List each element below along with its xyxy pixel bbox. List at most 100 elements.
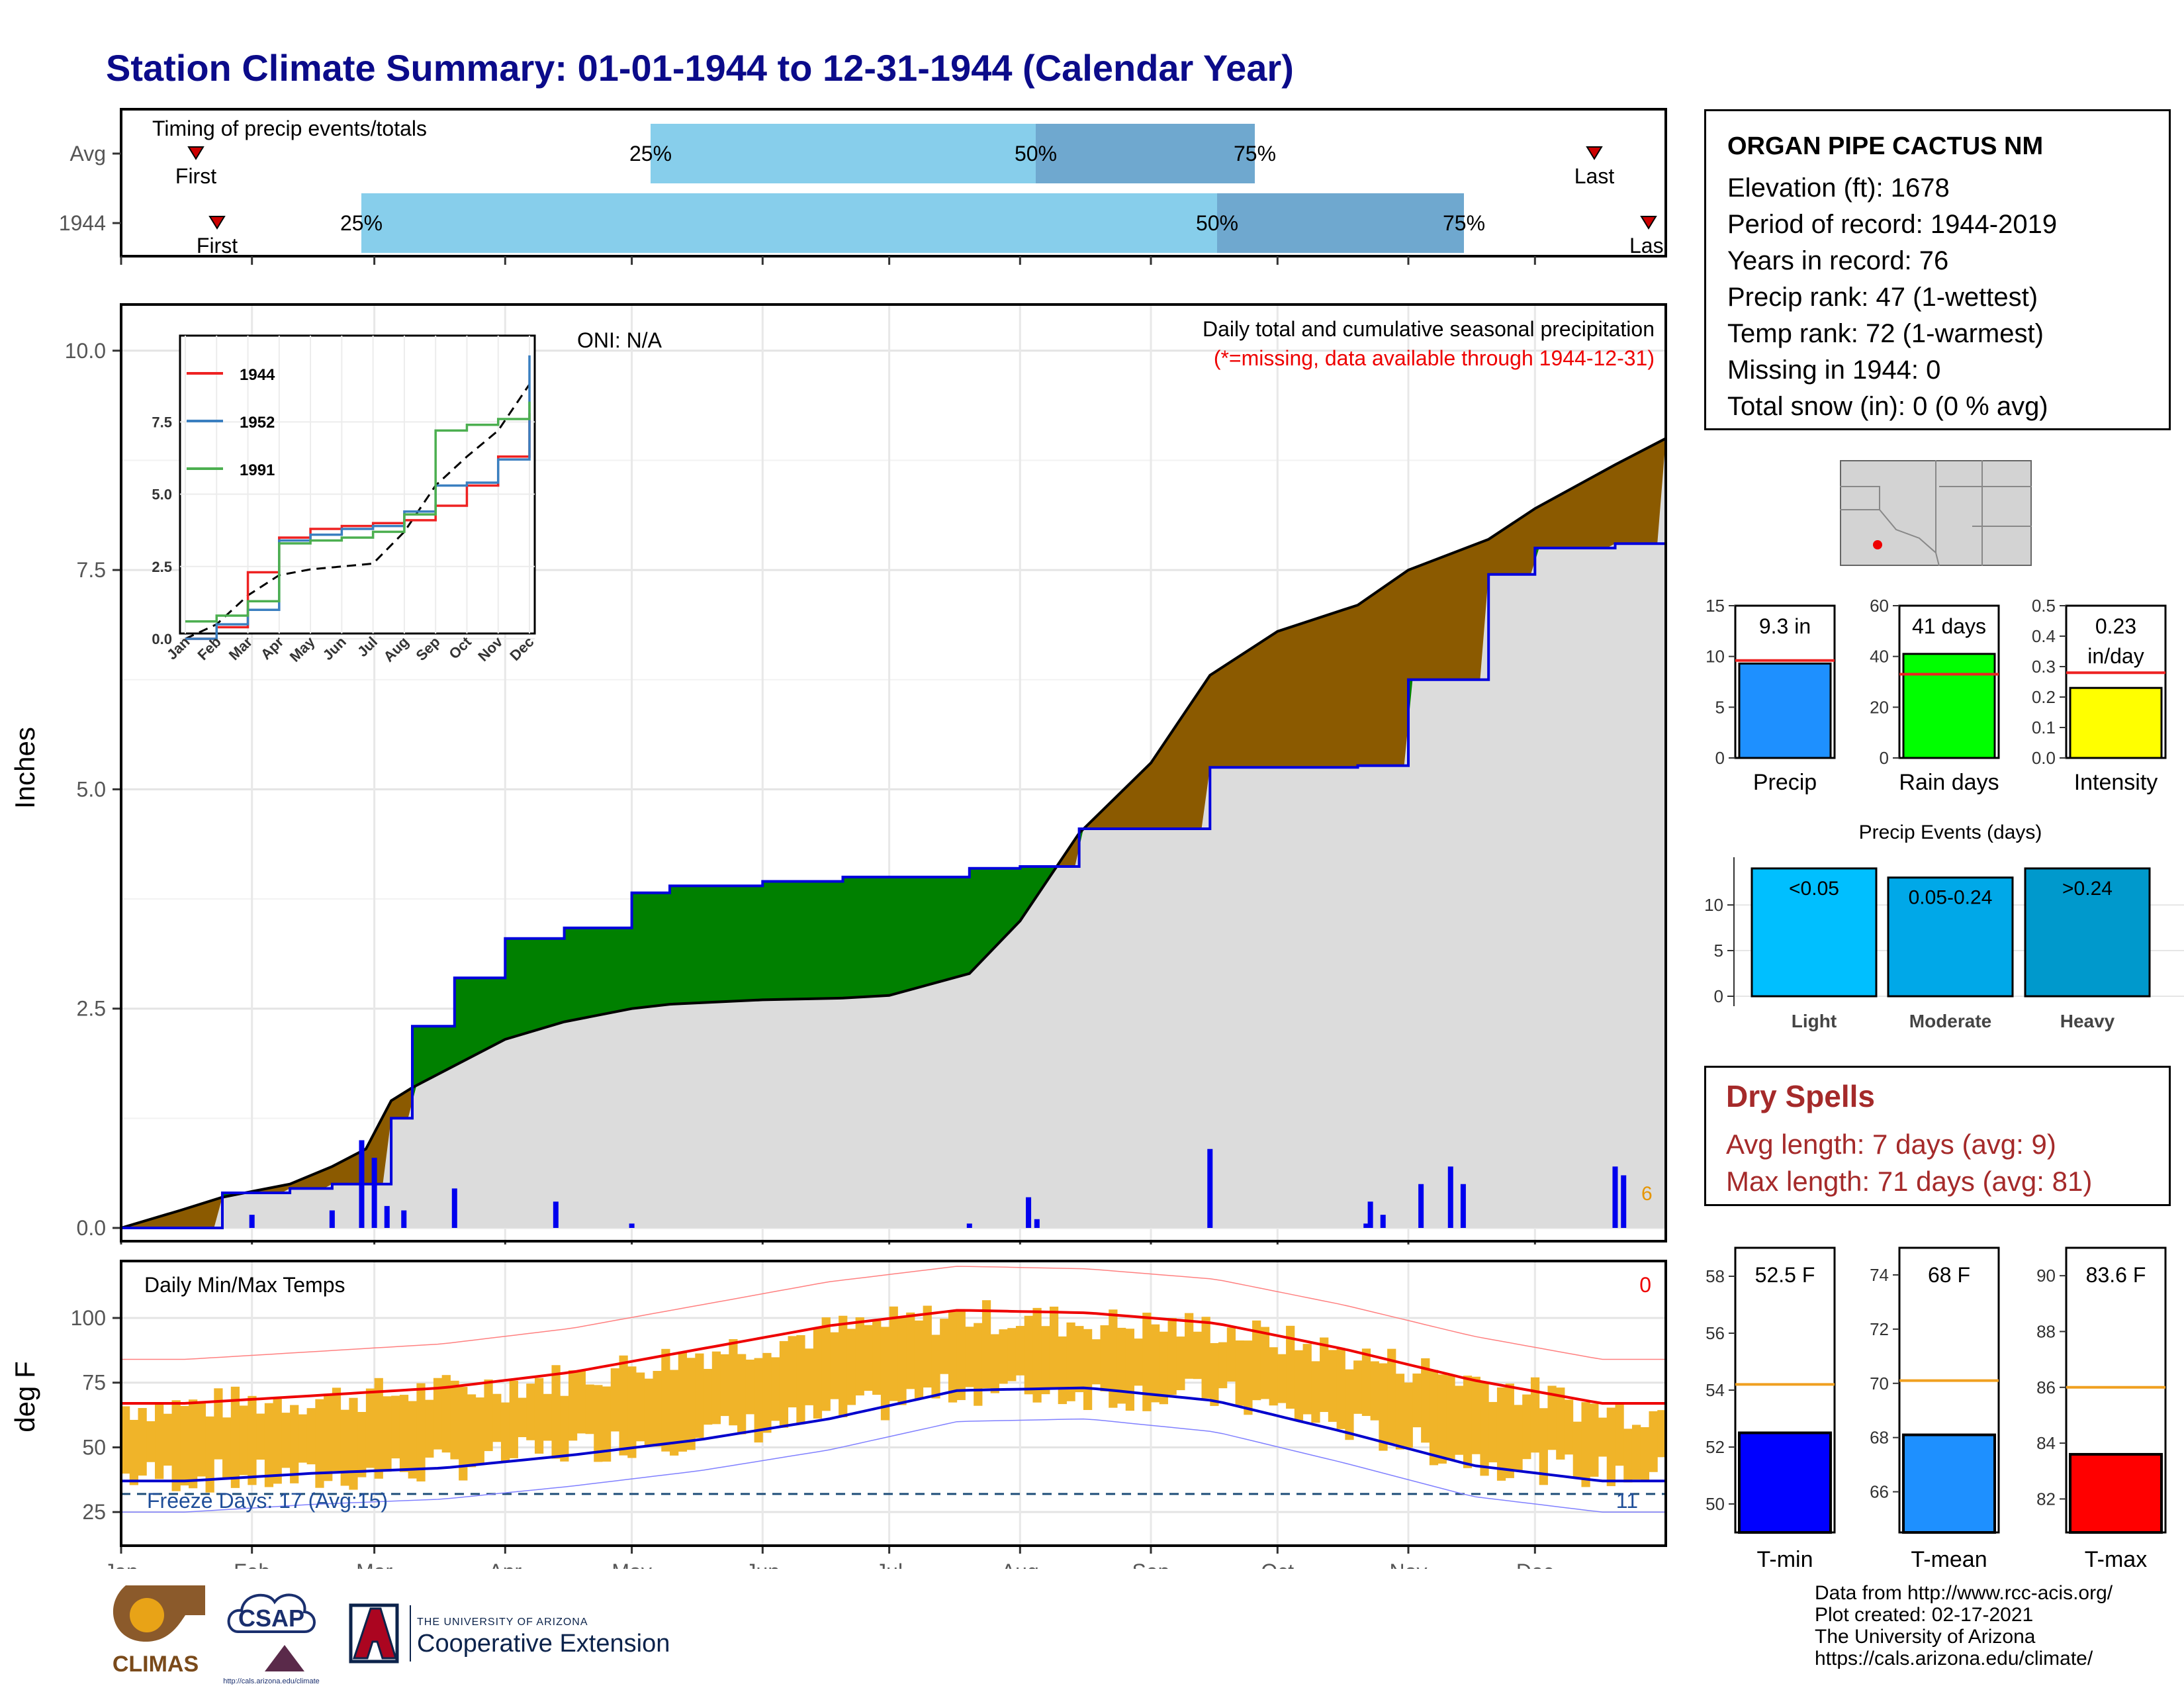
page-title: Station Climate Summary: 01-01-1944 to 1… <box>106 47 1294 89</box>
daily-temp-bar <box>273 1399 282 1484</box>
daily-precip-bar <box>451 1188 457 1228</box>
daily-temp-bar <box>1142 1313 1152 1411</box>
summary-label: Rain days <box>1899 770 1999 795</box>
daily-temp-bar <box>1480 1382 1489 1476</box>
daily-temp-bar <box>1328 1350 1338 1422</box>
daily-temp-bar <box>441 1375 451 1453</box>
y-tick-label: 5.0 <box>77 777 106 801</box>
y-tick-label: 2.5 <box>77 997 106 1021</box>
daily-temp-bar <box>1269 1347 1278 1406</box>
temp-summary-value: 68 F <box>1928 1263 1970 1287</box>
daily-temp-bar <box>956 1309 966 1401</box>
daily-temp-bar <box>1353 1360 1363 1414</box>
daily-temp-bar <box>1311 1361 1320 1423</box>
daily-temp-bar <box>1024 1315 1033 1395</box>
daily-temp-bar <box>374 1378 383 1479</box>
inset-month-label: Dec <box>506 633 537 664</box>
daily-temp-bar <box>889 1306 898 1401</box>
daily-temp-bar <box>1572 1421 1582 1477</box>
month-label: Aug <box>1001 1560 1039 1569</box>
daily-temp-bar <box>1631 1425 1641 1480</box>
temp-summary-tick-label: 52 <box>1706 1437 1725 1457</box>
daily-temp-bar <box>459 1387 468 1481</box>
inset-month-label: Jul <box>354 633 381 660</box>
daily-temp-bar <box>594 1385 603 1462</box>
dry-spells-title: Dry Spells <box>1726 1079 1875 1113</box>
daily-temp-bar <box>1252 1320 1261 1401</box>
temp-y-tick-label: 100 <box>71 1306 106 1330</box>
inset-line-1991 <box>185 401 531 623</box>
freeze-days: Freeze Days: 17 (Avg:15) <box>147 1489 388 1513</box>
temp-top-right: 0 <box>1639 1273 1651 1297</box>
precip-events-chart: Precip Events (days) 0 5 10 <0.05 Light 0.05-… <box>1704 821 2184 1031</box>
footer-org: The University of Arizona <box>1815 1626 2036 1648</box>
precip-summary-bars: 0 5 10 15 9.3 in Precip 0 20 40 60 41 days Rain day… <box>1706 596 2167 795</box>
daily-temp-bar <box>686 1358 696 1450</box>
daily-precip-bar <box>1026 1197 1032 1228</box>
summary-tick-label: 60 <box>1870 596 1889 616</box>
temp-summary-tick-label: 70 <box>1870 1374 1889 1393</box>
station-info-box: ORGAN PIPE CACTUS NM Elevation (ft): 167… <box>1704 109 2171 430</box>
timing-1944-p25: 25% <box>340 211 383 235</box>
summary-label: Intensity <box>2074 770 2158 795</box>
daily-temp-bar <box>1244 1340 1253 1415</box>
ua-a-icon <box>352 1607 398 1660</box>
daily-temp-bar <box>129 1419 139 1485</box>
summary-tick-label: 15 <box>1706 596 1725 616</box>
timing-1944-last-marker <box>1640 216 1657 230</box>
daily-temp-bar <box>1564 1399 1574 1455</box>
daily-temp-bar <box>1116 1327 1126 1404</box>
temp-summary-tick-label: 56 <box>1706 1323 1725 1343</box>
daily-temp-bar <box>121 1406 130 1474</box>
daily-precip-bar <box>1612 1166 1618 1228</box>
summary-bar <box>1902 653 1996 759</box>
daily-temp-bar <box>189 1399 198 1489</box>
inset-y-tick-label: 0.0 <box>152 631 172 647</box>
daily-temp-bar <box>534 1378 544 1454</box>
csap-url: http://cals.arizona.edu/climate <box>223 1677 320 1685</box>
temp-y-tick-label: 50 <box>82 1435 106 1459</box>
legend-label-1991: 1991 <box>240 461 275 479</box>
month-label: Jan <box>104 1560 138 1569</box>
temp-summary-value: 83.6 F <box>2086 1263 2146 1287</box>
summary-tick-label: 0 <box>1880 748 1889 768</box>
y-tick-label: 7.5 <box>77 558 106 582</box>
csap-mountain-icon <box>265 1645 304 1671</box>
timing-avg-first: First <box>175 164 216 188</box>
record-min-line <box>121 1418 1666 1513</box>
footer-url: https://cals.arizona.edu/climate/ <box>1815 1648 2093 1669</box>
station-snow: Total snow (in): 0 (0 % avg) <box>1727 392 2048 421</box>
daily-temp-bar <box>264 1403 274 1487</box>
daily-temp-bar <box>475 1397 484 1465</box>
daily-temp-bar <box>1345 1369 1354 1440</box>
month-label: Feb <box>234 1560 270 1569</box>
timing-month-ticks <box>120 256 1536 265</box>
ua-logo: THE UNIVERSITY OF ARIZONA Cooperative Ex… <box>349 1603 670 1664</box>
daily-temp-bar <box>1015 1326 1025 1376</box>
daily-precip-bars <box>249 1140 1627 1228</box>
precip-frame <box>120 303 1667 1243</box>
daily-temp-bar <box>1539 1408 1548 1485</box>
events-bar-label: Light <box>1792 1011 1837 1031</box>
daily-temp-bar <box>509 1380 518 1458</box>
events-title: Precip Events (days) <box>1859 821 2042 843</box>
daily-precip-bar <box>1363 1223 1369 1228</box>
dry-max-length: Max length: 71 days (avg: 81) <box>1726 1166 2093 1197</box>
daily-temp-bar <box>1463 1376 1473 1468</box>
timing-1944-first: First <box>197 234 238 258</box>
timing-1944-last: Las <box>1629 234 1664 258</box>
precip-summary-rain-days: 0 20 40 60 41 days Rain days <box>1870 596 2000 795</box>
daily-temp-bar <box>1623 1429 1633 1483</box>
locator-map <box>1840 460 2032 566</box>
temp-summary-bar <box>1738 1431 1832 1534</box>
temp-summary-tick-label: 86 <box>2036 1378 2056 1397</box>
csap-logo: CSAP http://cals.arizona.edu/climate <box>223 1593 320 1685</box>
precip-chart: Inches 0.0 2.5 5.0 7.5 10.0 ONI: N/A Daily t… <box>9 303 1667 1244</box>
month-label: Mar <box>356 1560 392 1569</box>
daily-temp-bar <box>872 1321 882 1395</box>
events-bar <box>1751 867 1878 998</box>
daily-temp-bar <box>1471 1376 1480 1454</box>
daily-temp-bar <box>1404 1382 1413 1448</box>
summary-tick-label: 0.1 <box>2032 718 2056 737</box>
